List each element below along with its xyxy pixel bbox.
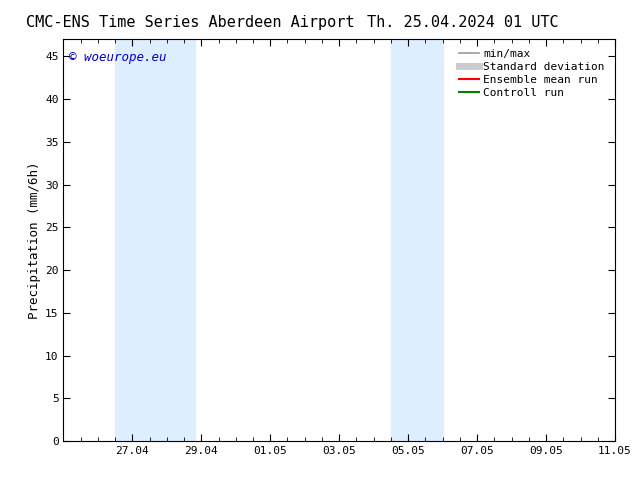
Bar xyxy=(115,39,195,441)
Legend: min/max, Standard deviation, Ensemble mean run, Controll run: min/max, Standard deviation, Ensemble me… xyxy=(455,45,609,102)
Y-axis label: Precipitation (mm/6h): Precipitation (mm/6h) xyxy=(28,161,41,319)
Text: © woeurope.eu: © woeurope.eu xyxy=(69,51,166,64)
Bar xyxy=(391,39,443,441)
Text: CMC-ENS Time Series Aberdeen Airport: CMC-ENS Time Series Aberdeen Airport xyxy=(26,15,354,30)
Text: Th. 25.04.2024 01 UTC: Th. 25.04.2024 01 UTC xyxy=(367,15,559,30)
